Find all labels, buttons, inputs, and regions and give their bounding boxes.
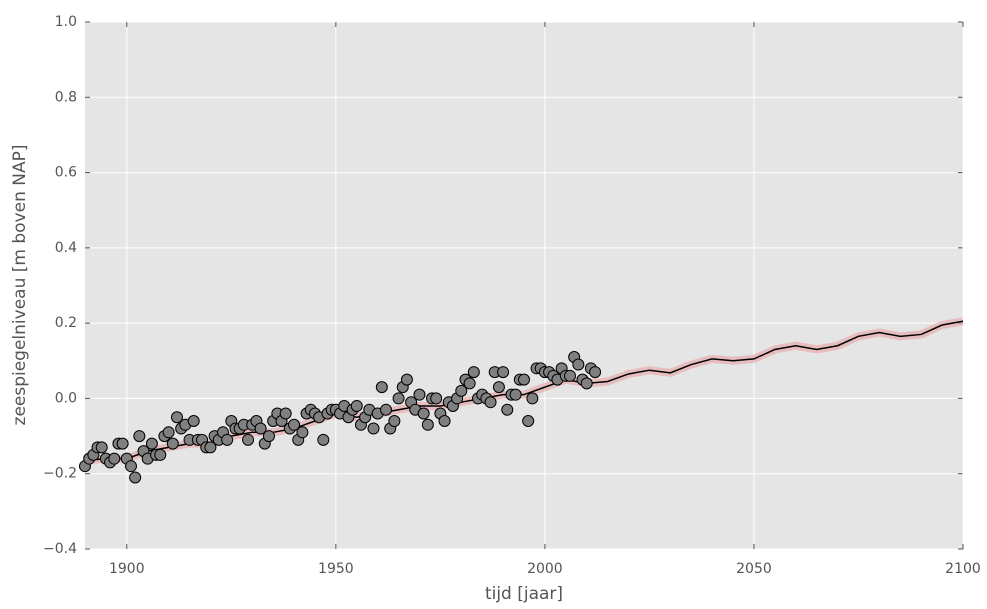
data-point	[400, 373, 413, 386]
data-point	[392, 392, 405, 405]
data-point	[108, 452, 121, 465]
data-point	[129, 471, 142, 484]
data-point	[463, 377, 476, 390]
data-point	[221, 433, 234, 446]
data-point	[438, 415, 451, 428]
data-point	[162, 426, 175, 439]
data-point	[509, 388, 522, 401]
data-point	[484, 396, 497, 409]
data-point	[580, 377, 593, 390]
y-tick-label: 0.6	[55, 165, 77, 181]
plot-area	[85, 22, 963, 549]
y-tick-label: 0.8	[55, 89, 77, 105]
data-point	[467, 366, 480, 379]
data-point	[589, 366, 602, 379]
data-point	[563, 369, 576, 382]
data-point	[572, 358, 585, 371]
data-point	[124, 460, 137, 473]
data-point	[288, 418, 301, 431]
data-point	[95, 441, 108, 454]
data-point	[421, 418, 434, 431]
data-point	[254, 422, 267, 435]
data-point	[166, 437, 179, 450]
x-tick-label: 2000	[527, 561, 563, 577]
x-axis-label: tijd [jaar]	[485, 584, 563, 604]
data-point	[204, 441, 217, 454]
data-point	[497, 366, 510, 379]
data-point	[526, 392, 539, 405]
x-tick-label: 2100	[945, 561, 981, 577]
data-point	[367, 422, 380, 435]
data-point	[375, 381, 388, 394]
x-tick-label: 2050	[736, 561, 772, 577]
data-point	[455, 384, 468, 397]
data-point	[501, 403, 514, 416]
data-point	[154, 448, 167, 461]
data-point	[350, 399, 363, 412]
data-point	[380, 403, 393, 416]
y-axis-label: zeespiegelniveau [m boven NAP]	[10, 145, 30, 426]
data-point	[279, 407, 292, 420]
data-point	[388, 415, 401, 428]
data-point	[133, 430, 146, 443]
y-tick-label: 1.0	[55, 14, 77, 30]
data-point	[262, 430, 275, 443]
data-point	[187, 415, 200, 428]
data-point	[430, 392, 443, 405]
data-point	[413, 388, 426, 401]
y-tick-label: −0.2	[43, 466, 77, 482]
data-point	[242, 433, 255, 446]
data-point	[296, 426, 309, 439]
y-tick-label: 0.4	[55, 240, 77, 256]
data-point	[170, 411, 183, 424]
data-point	[317, 433, 330, 446]
x-tick-label: 1900	[109, 561, 145, 577]
data-point	[417, 407, 430, 420]
x-tick-label: 1950	[318, 561, 354, 577]
data-point	[116, 437, 129, 450]
data-point	[518, 373, 530, 386]
data-point	[492, 381, 505, 394]
data-point	[145, 437, 158, 450]
data-point	[522, 415, 535, 428]
y-tick-label: 0.0	[55, 390, 77, 406]
y-tick-label: 0.2	[55, 315, 77, 331]
y-tick-label: −0.4	[43, 541, 77, 557]
